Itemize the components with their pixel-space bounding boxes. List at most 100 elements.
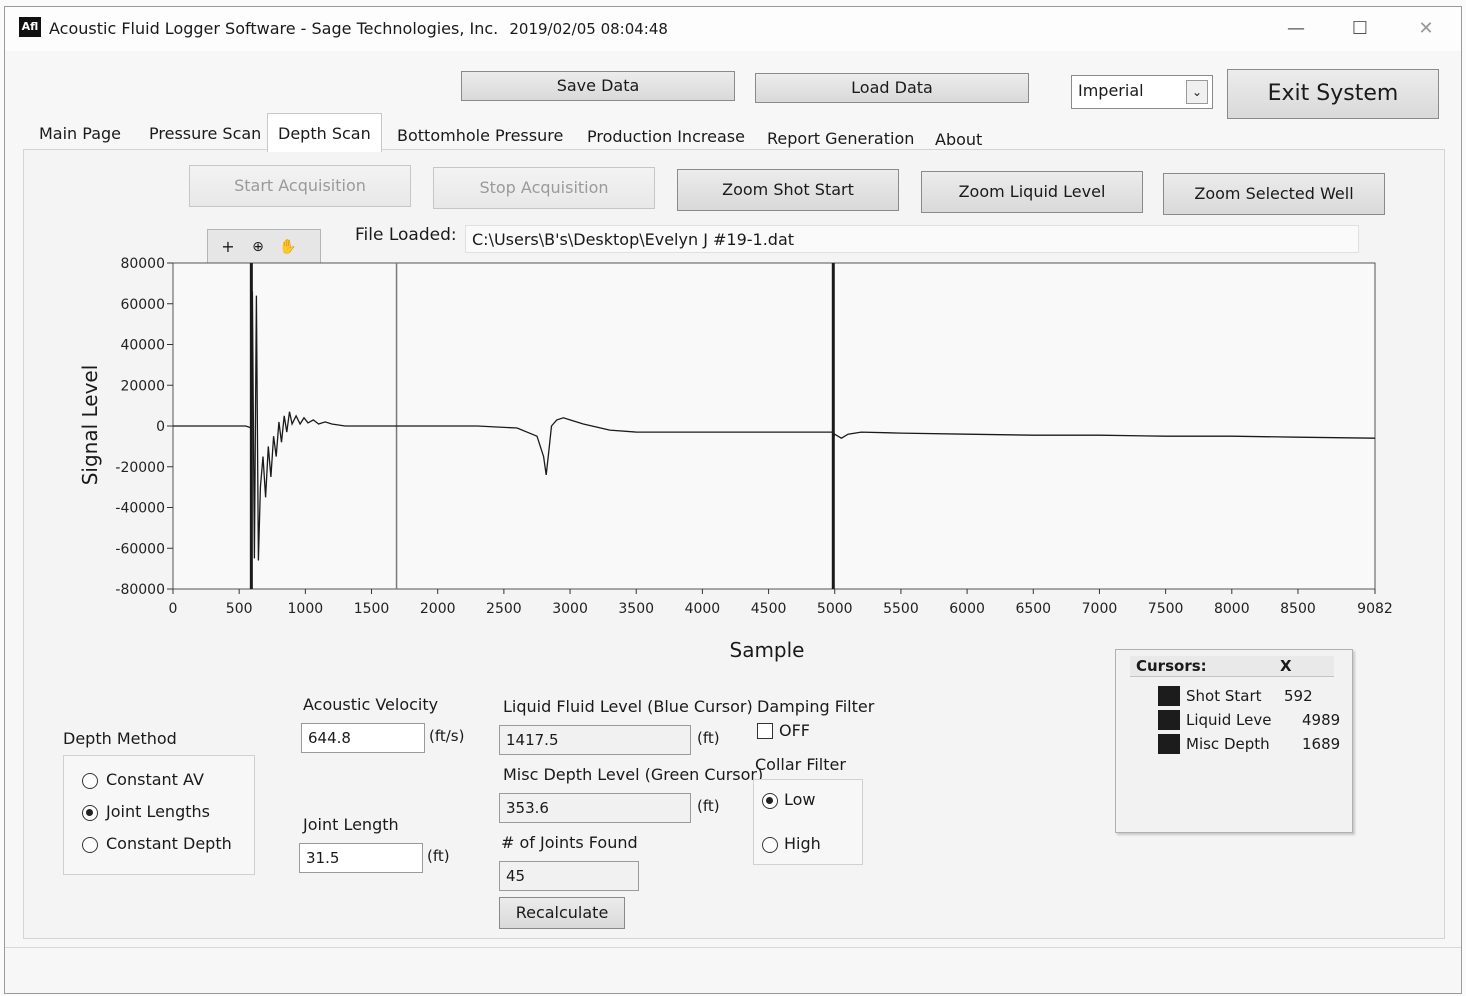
x-tick-label: 2500	[486, 601, 522, 617]
radio-constant-depth[interactable]	[82, 837, 98, 853]
y-tick-label: -80000	[115, 582, 165, 598]
cursor-row[interactable]: Shot Start 592	[1158, 686, 1338, 708]
joint-length-unit: (ft)	[427, 847, 450, 865]
zoom-tool-icon[interactable]: ⊕	[252, 239, 264, 255]
cursor-name: Shot Start	[1186, 687, 1262, 705]
stop-acquisition-button[interactable]: Stop Acquisition	[433, 167, 655, 209]
signal-chart[interactable]: Signal Level Sample 80000600004000020000…	[65, 255, 1405, 675]
maximize-button[interactable]: ☐	[1351, 18, 1369, 39]
cursors-table: Cursors: X Shot Start 592 Liquid Leve 49…	[1115, 649, 1353, 833]
x-tick-label: 3000	[552, 601, 588, 617]
acoustic-velocity-input[interactable]: 644.8	[301, 723, 425, 753]
x-tick-label: 5500	[883, 601, 919, 617]
y-tick-label: -20000	[115, 460, 165, 476]
joint-length-label: Joint Length	[303, 815, 399, 834]
app-title: Acoustic Fluid Logger Software - Sage Te…	[49, 19, 499, 38]
radio-collar-high[interactable]	[762, 837, 778, 853]
status-divider	[5, 947, 1461, 948]
zoom-shot-start-button[interactable]: Zoom Shot Start	[677, 169, 899, 211]
start-acquisition-button[interactable]: Start Acquisition	[189, 165, 411, 207]
units-selected-value: Imperial	[1078, 81, 1144, 100]
recalculate-button[interactable]: Recalculate	[499, 897, 625, 929]
save-data-button[interactable]: Save Data	[461, 71, 735, 101]
joint-length-input[interactable]: 31.5	[299, 843, 423, 873]
joints-found-label: # of Joints Found	[501, 833, 638, 852]
file-path-display: C:\Users\B's\Desktop\Evelyn J #19-1.dat	[465, 225, 1359, 253]
cursor-row[interactable]: Liquid Leve 4989	[1158, 710, 1341, 732]
x-tick-label: 1500	[354, 601, 390, 617]
option-label: Constant AV	[106, 770, 204, 789]
application-window: Afl Acoustic Fluid Logger Software - Sag…	[4, 6, 1462, 994]
liquid-level-display: 1417.5	[499, 725, 691, 755]
collar-filter-group: Low High	[753, 779, 863, 865]
file-loaded-label: File Loaded:	[355, 225, 457, 245]
x-tick-label: 3500	[618, 601, 654, 617]
cursor-x: 1689	[1302, 735, 1341, 753]
damping-state-label: OFF	[779, 721, 810, 740]
cursor-color-swatch	[1158, 710, 1180, 730]
units-select[interactable]: Imperial ⌄	[1071, 75, 1213, 109]
x-tick-label: 8500	[1280, 601, 1316, 617]
x-tick-label: 7000	[1082, 601, 1118, 617]
x-tick-label: 2000	[420, 601, 456, 617]
x-tick-label: 8000	[1214, 601, 1250, 617]
radio-collar-low[interactable]	[762, 793, 778, 809]
tab-report-generation[interactable]: Report Generation	[767, 129, 915, 148]
zoom-selected-well-button[interactable]: Zoom Selected Well	[1163, 173, 1385, 215]
liquid-level-unit: (ft)	[697, 729, 720, 747]
tab-about[interactable]: About	[935, 130, 983, 149]
cursor-row[interactable]: Misc Depth 1689	[1158, 734, 1341, 756]
collar-filter-title: Collar Filter	[755, 755, 846, 774]
x-tick-label: 6500	[1015, 601, 1051, 617]
tab-pressure-scan[interactable]: Pressure Scan	[149, 124, 262, 143]
window-title: Acoustic Fluid Logger Software - Sage Te…	[49, 19, 668, 38]
damping-filter-toggle[interactable]: OFF	[757, 721, 837, 743]
cursor-x: 592	[1284, 687, 1313, 705]
signal-series-line	[173, 291, 1376, 561]
zoom-liquid-level-button[interactable]: Zoom Liquid Level	[921, 171, 1143, 213]
tab-main-page[interactable]: Main Page	[39, 124, 122, 143]
y-tick-label: -60000	[115, 541, 165, 557]
misc-depth-label: Misc Depth Level (Green Cursor)	[503, 765, 764, 784]
exit-system-button[interactable]: Exit System	[1227, 69, 1439, 119]
damping-filter-title: Damping Filter	[757, 697, 875, 716]
crosshair-tool-icon[interactable]: +	[221, 237, 235, 256]
load-data-button[interactable]: Load Data	[755, 73, 1029, 103]
y-axis-title: Signal Level	[78, 365, 102, 486]
x-tick-label: 7500	[1148, 601, 1184, 617]
y-tick-label: 60000	[120, 297, 165, 313]
y-tick-label: 20000	[120, 378, 165, 394]
pan-hand-icon[interactable]: ✋	[279, 239, 297, 255]
cursors-header: Cursors: X	[1130, 656, 1334, 677]
y-tick-label: 0	[156, 419, 165, 435]
radio-joint-lengths[interactable]	[82, 805, 98, 821]
x-tick-label: 6000	[949, 601, 985, 617]
tab-bottomhole-pressure[interactable]: Bottomhole Pressure	[397, 126, 564, 145]
tab-depth-scan[interactable]: Depth Scan	[267, 113, 382, 152]
joints-found-display: 45	[499, 861, 639, 891]
x-tick-label: 5000	[817, 601, 853, 617]
x-axis-title: Sample	[730, 638, 805, 662]
chevron-down-icon[interactable]: ⌄	[1186, 80, 1208, 104]
misc-depth-display: 353.6	[499, 793, 691, 823]
tab-production-increase[interactable]: Production Increase	[587, 127, 745, 146]
graph-tool-palette: + ⊕ ✋	[207, 229, 321, 265]
depth-method-title: Depth Method	[63, 729, 177, 748]
acoustic-velocity-label: Acoustic Velocity	[303, 695, 439, 714]
app-icon: Afl	[19, 17, 41, 37]
cursor-x: 4989	[1302, 711, 1341, 729]
x-tick-label: 0	[169, 601, 178, 617]
y-tick-label: -40000	[115, 501, 165, 517]
close-button[interactable]: ✕	[1418, 18, 1434, 39]
option-label: Joint Lengths	[106, 802, 210, 821]
cursor-name: Misc Depth	[1186, 735, 1270, 753]
x-tick-label: 1000	[288, 601, 324, 617]
minimize-button[interactable]: —	[1287, 18, 1305, 39]
cursors-x-header: X	[1280, 657, 1292, 675]
damping-checkbox[interactable]	[757, 723, 773, 739]
depth-method-group: Constant AV Joint Lengths Constant Depth	[63, 755, 255, 875]
radio-constant-av[interactable]	[82, 773, 98, 789]
cursor-color-swatch	[1158, 734, 1180, 754]
y-tick-label: 40000	[120, 338, 165, 354]
cursors-title: Cursors:	[1136, 657, 1207, 675]
